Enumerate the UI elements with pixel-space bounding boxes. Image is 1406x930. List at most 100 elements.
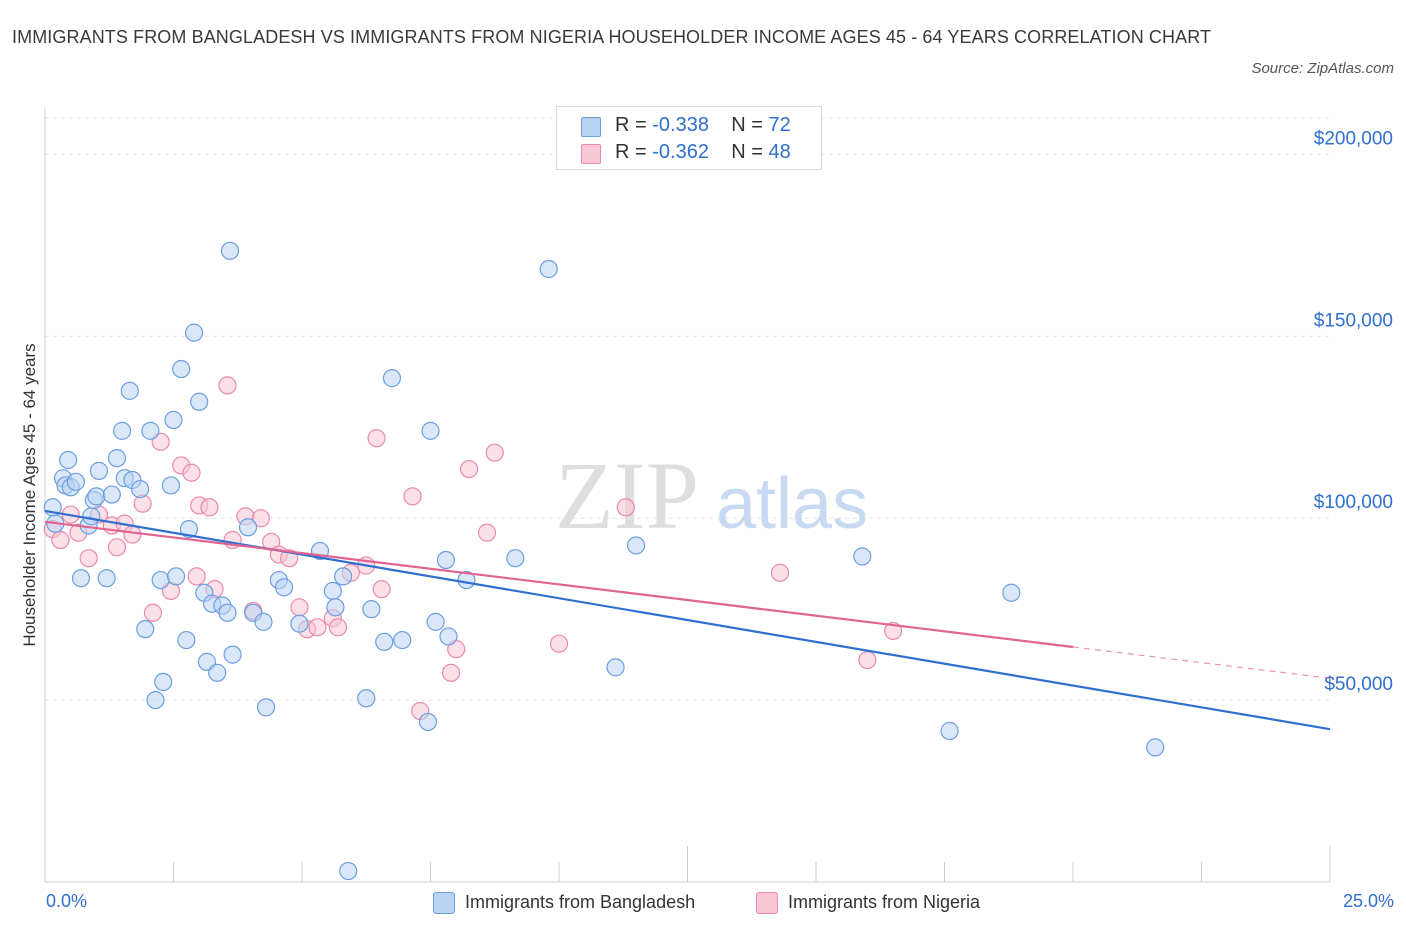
data-point-bangladesh bbox=[130, 479, 150, 499]
data-point-nigeria bbox=[883, 621, 903, 641]
data-point-bangladesh bbox=[141, 421, 160, 440]
data-point-nigeria bbox=[477, 523, 497, 542]
data-point-bangladesh bbox=[290, 614, 309, 633]
data-point-bangladesh bbox=[1146, 738, 1165, 757]
data-point-bangladesh bbox=[426, 612, 445, 631]
data-point-nigeria bbox=[79, 549, 98, 568]
data-point-nigeria bbox=[182, 463, 201, 482]
data-point-bangladesh bbox=[102, 485, 121, 504]
data-point-bangladesh bbox=[164, 410, 183, 430]
data-point-nigeria bbox=[616, 498, 635, 517]
y-tick-label: $50,000 bbox=[1324, 674, 1393, 695]
data-point-nigeria bbox=[328, 618, 348, 637]
chart-title: IMMIGRANTS FROM BANGLADESH VS IMMIGRANTS… bbox=[12, 27, 1212, 47]
data-point-nigeria bbox=[367, 429, 386, 448]
data-point-bangladesh bbox=[184, 323, 204, 342]
data-point-nigeria bbox=[549, 634, 569, 653]
data-point-bangladesh bbox=[418, 712, 438, 732]
data-point-bangladesh bbox=[218, 603, 237, 622]
data-point-bangladesh bbox=[151, 570, 170, 590]
data-point-nigeria bbox=[251, 509, 270, 528]
data-point-bangladesh bbox=[161, 476, 181, 495]
legend-label-bangladesh: Immigrants from Bangladesh bbox=[465, 892, 696, 912]
data-point-bangladesh bbox=[439, 627, 458, 646]
n-label: N = bbox=[731, 141, 763, 163]
data-point-bangladesh bbox=[334, 567, 353, 586]
nigeria-swatch bbox=[581, 144, 601, 164]
data-point-bangladesh bbox=[539, 259, 558, 279]
data-point-nigeria bbox=[858, 650, 877, 670]
data-point-bangladesh bbox=[89, 461, 109, 480]
data-point-bangladesh bbox=[154, 672, 173, 692]
data-point-bangladesh bbox=[136, 620, 155, 639]
watermark-zip: ZIP bbox=[555, 442, 699, 549]
data-point-bangladesh bbox=[112, 421, 132, 440]
data-point-bangladesh bbox=[208, 663, 227, 682]
data-point-bangladesh bbox=[190, 392, 209, 411]
data-point-bangladesh bbox=[166, 567, 186, 586]
data-point-bangladesh bbox=[220, 241, 240, 260]
data-point-nigeria bbox=[308, 618, 327, 637]
r-value-bangladesh: -0.338 bbox=[652, 114, 709, 136]
data-point-bangladesh bbox=[626, 536, 646, 555]
data-point-nigeria bbox=[290, 598, 309, 617]
data-point-bangladesh bbox=[853, 547, 872, 566]
data-point-bangladesh bbox=[606, 658, 625, 677]
chart-source: Source: ZipAtlas.com bbox=[1251, 60, 1394, 77]
trend-line-nigeria bbox=[44, 520, 1074, 649]
y-tick-label: $200,000 bbox=[1314, 128, 1393, 149]
data-point-bangladesh bbox=[326, 598, 345, 617]
r-label: R = bbox=[615, 141, 647, 163]
data-point-nigeria bbox=[218, 376, 237, 395]
nigeria-swatch bbox=[756, 892, 778, 914]
data-point-nigeria bbox=[459, 459, 479, 479]
n-label: N = bbox=[731, 114, 763, 136]
r-value-nigeria: -0.362 bbox=[652, 141, 709, 163]
data-point-bangladesh bbox=[421, 421, 440, 440]
data-point-bangladesh bbox=[254, 612, 273, 631]
data-point-bangladesh bbox=[323, 581, 342, 601]
data-point-bangladesh bbox=[940, 721, 959, 741]
data-point-bangladesh bbox=[179, 520, 199, 539]
y-tick-label: $100,000 bbox=[1314, 492, 1393, 513]
data-point-bangladesh bbox=[107, 449, 127, 468]
series-legend: Immigrants from Bangladesh Immigrants fr… bbox=[0, 888, 1406, 918]
data-point-nigeria bbox=[123, 525, 142, 544]
n-value-bangladesh: 72 bbox=[768, 114, 791, 136]
data-point-bangladesh bbox=[393, 630, 412, 650]
data-point-bangladesh bbox=[97, 569, 116, 588]
data-point-nigeria bbox=[372, 580, 391, 599]
data-point-bangladesh bbox=[59, 450, 78, 470]
data-point-bangladesh bbox=[146, 690, 165, 710]
bangladesh-swatch bbox=[433, 892, 455, 914]
data-point-bangladesh bbox=[382, 369, 402, 388]
legend-label-nigeria: Immigrants from Nigeria bbox=[788, 892, 981, 912]
r-label: R = bbox=[615, 114, 647, 136]
data-point-bangladesh bbox=[1002, 583, 1021, 602]
n-value-nigeria: 48 bbox=[768, 141, 791, 163]
data-point-bangladesh bbox=[238, 518, 258, 537]
x-tick-label-max: 25.0% bbox=[1342, 891, 1394, 911]
data-point-bangladesh bbox=[66, 472, 85, 491]
data-point-nigeria bbox=[143, 603, 163, 622]
data-point-nigeria bbox=[51, 530, 70, 550]
x-tick-label-min: 0.0% bbox=[46, 891, 88, 911]
data-point-bangladesh bbox=[339, 861, 358, 881]
data-point-nigeria bbox=[107, 538, 127, 557]
data-point-nigeria bbox=[485, 443, 504, 462]
data-point-bangladesh bbox=[256, 698, 276, 717]
y-tick-label: $150,000 bbox=[1314, 310, 1393, 331]
data-point-bangladesh bbox=[223, 645, 242, 664]
data-point-bangladesh bbox=[71, 569, 91, 588]
data-point-bangladesh bbox=[357, 689, 376, 708]
data-point-nigeria bbox=[200, 498, 219, 517]
data-point-bangladesh bbox=[82, 507, 101, 526]
data-point-bangladesh bbox=[375, 632, 394, 651]
data-point-bangladesh bbox=[87, 487, 106, 506]
data-point-bangladesh bbox=[436, 550, 456, 570]
data-point-bangladesh bbox=[506, 549, 525, 568]
data-point-bangladesh bbox=[177, 630, 196, 650]
data-point-bangladesh bbox=[274, 578, 294, 597]
watermark-atlas: atlas bbox=[716, 464, 868, 544]
